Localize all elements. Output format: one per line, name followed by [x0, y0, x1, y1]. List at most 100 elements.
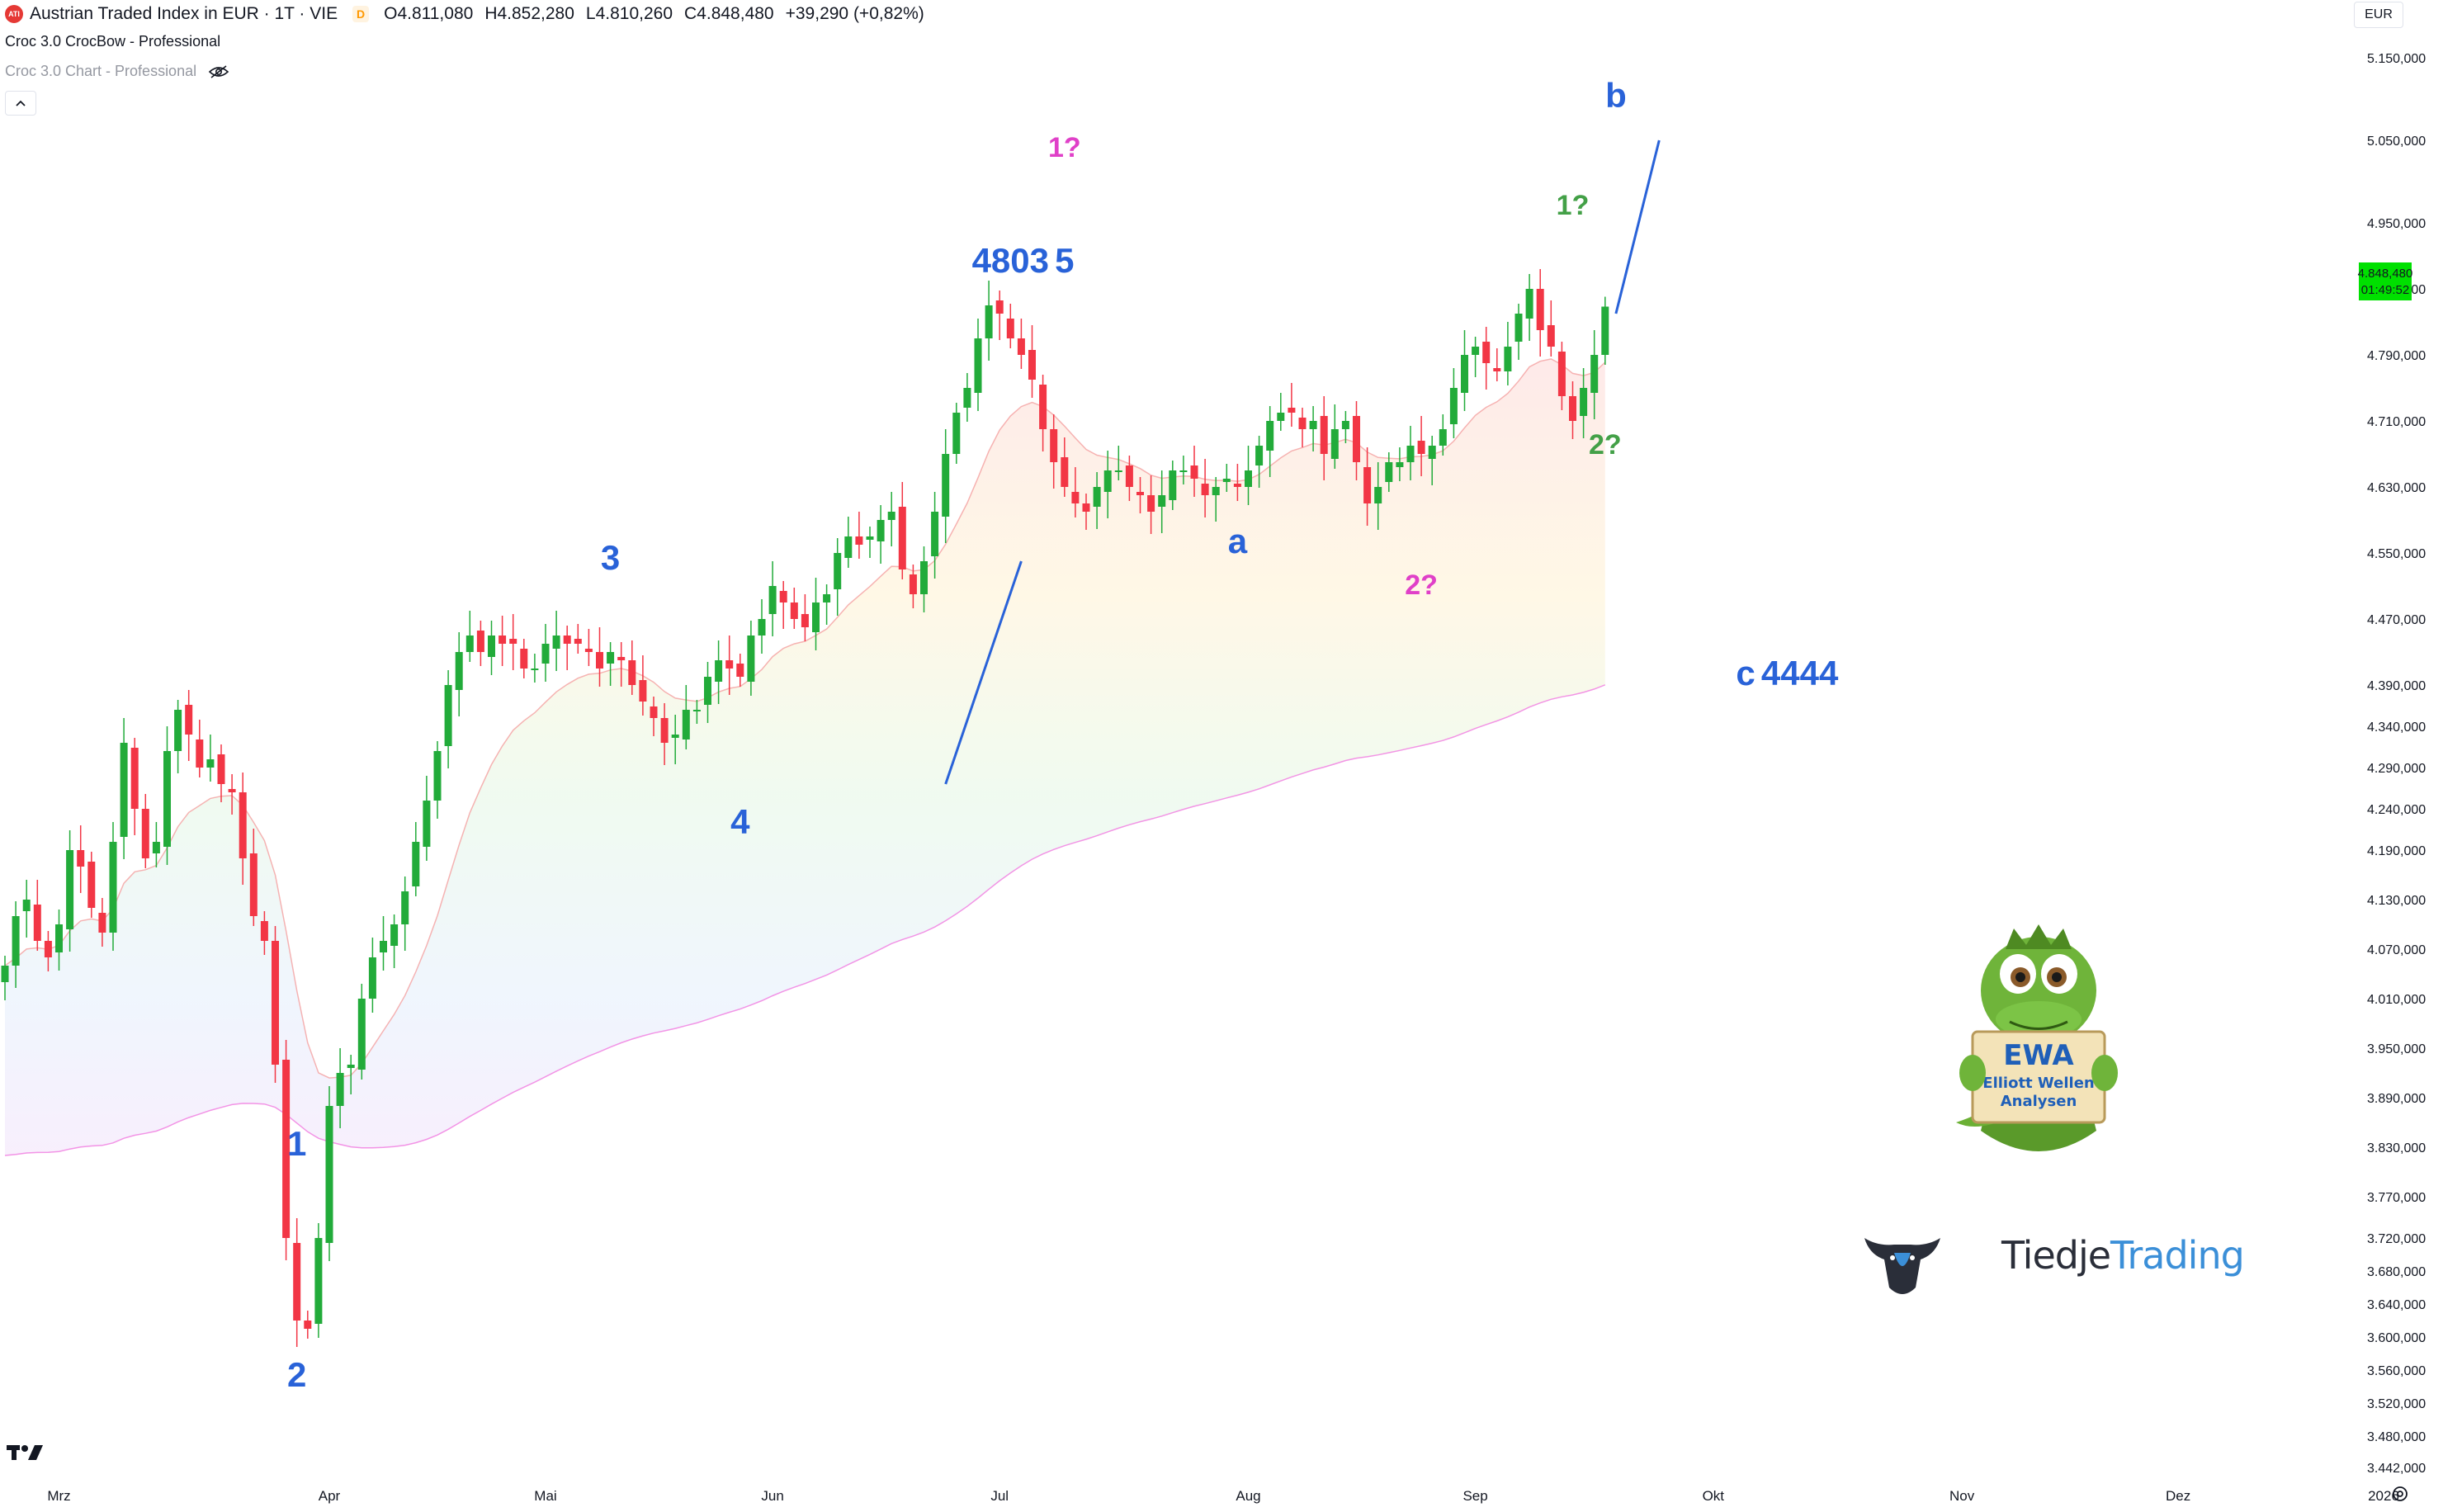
symbol-title[interactable]: Austrian Traded Index in EUR · 1T · VIE	[30, 4, 338, 23]
y-tick-label: 4.130,000	[2367, 894, 2426, 908]
candle	[1103, 451, 1112, 518]
candle-body	[325, 1106, 333, 1243]
candle-body	[1341, 421, 1349, 429]
candle-body	[790, 602, 798, 619]
symbol-row[interactable]: ATI Austrian Traded Index in EUR · 1T · …	[5, 3, 929, 25]
candle	[152, 822, 160, 867]
candle	[887, 492, 895, 546]
candle-body	[1536, 289, 1544, 330]
y-tick-label: 4.550,000	[2367, 547, 2426, 561]
candle	[1601, 296, 1609, 365]
symbol-logo-icon: ATI	[5, 5, 23, 23]
candle-body	[1050, 429, 1058, 462]
candle-body	[1396, 462, 1404, 467]
candle-body	[715, 660, 723, 682]
candle	[639, 655, 647, 716]
wave-label: b	[1605, 76, 1627, 115]
price-axis[interactable]: 5.150,0005.050,0004.950,0004.870,0004.79…	[2367, 52, 2426, 1476]
brand-name: TiedjeTrading	[2001, 1233, 2245, 1278]
candle	[509, 614, 517, 670]
candle-body	[671, 735, 679, 738]
candle-body	[898, 507, 906, 569]
y-tick-label: 3.770,000	[2367, 1191, 2426, 1205]
candle-body	[1461, 355, 1468, 393]
candle	[758, 599, 766, 654]
candle	[282, 1040, 291, 1260]
candle-body	[834, 553, 842, 589]
y-tick-label: 3.720,000	[2367, 1232, 2426, 1246]
candle	[22, 880, 31, 938]
candle	[1493, 348, 1501, 381]
indicator-crocbow[interactable]: Croc 3.0 CrocBow - Professional	[5, 33, 221, 50]
candle	[249, 829, 258, 926]
candle-body	[768, 586, 777, 614]
candle	[834, 538, 842, 616]
candle-body	[1028, 350, 1036, 380]
candle-body	[196, 739, 204, 768]
candle-body	[909, 574, 917, 594]
candle	[1482, 327, 1491, 390]
candle	[692, 700, 701, 724]
collapse-legend-button[interactable]	[5, 91, 36, 116]
indicator-croc-chart-label: Croc 3.0 Chart - Professional	[5, 63, 197, 79]
candle-body	[87, 862, 96, 908]
candle-body	[163, 751, 171, 847]
delayed-data-badge[interactable]: D	[352, 6, 370, 22]
time-axis[interactable]: Mrz Apr Mai Jun Jul Aug Sep Okt Nov Dez 2026	[47, 1488, 2399, 1504]
candle	[401, 876, 409, 951]
y-tick-label: 4.470,000	[2367, 613, 2426, 627]
candle-body	[887, 512, 895, 520]
x-tick-label: Mai	[534, 1488, 556, 1504]
candle-body	[1514, 314, 1523, 342]
candle	[1461, 330, 1468, 411]
candle	[1039, 375, 1047, 451]
gear-icon[interactable]	[2390, 1484, 2410, 1504]
candle	[1147, 475, 1155, 534]
candle	[98, 898, 106, 947]
candle	[120, 718, 128, 859]
candle	[1, 956, 9, 1000]
candle	[736, 654, 744, 687]
trend-lines	[944, 139, 1661, 785]
candle-body	[1363, 467, 1372, 503]
y-tick-label: 3.560,000	[2367, 1364, 2426, 1378]
candle	[465, 611, 474, 662]
candle	[293, 1218, 301, 1347]
wave-label: 4803	[972, 241, 1049, 280]
candle	[801, 594, 809, 641]
currency-button[interactable]: EUR	[2354, 2, 2403, 28]
candle	[87, 852, 96, 918]
eye-off-icon[interactable]	[208, 64, 229, 79]
candle-body	[531, 669, 539, 670]
candle	[499, 616, 507, 666]
candle	[617, 642, 626, 687]
candle-body	[465, 636, 474, 652]
candle	[1201, 459, 1209, 517]
x-tick-label: 2026	[2368, 1488, 2399, 1504]
candle	[1212, 477, 1220, 522]
candle	[1536, 269, 1544, 357]
candle-body	[963, 388, 971, 408]
candle	[704, 662, 711, 723]
svg-text:EWA: EWA	[2003, 1039, 2074, 1072]
candle	[671, 715, 679, 764]
candle	[488, 621, 495, 675]
candle	[1222, 464, 1231, 492]
candle	[423, 776, 431, 861]
candle-body	[1071, 492, 1080, 503]
candlestick-series	[1, 269, 1609, 1347]
candle	[1417, 416, 1425, 476]
candle-body	[985, 305, 993, 338]
tradingview-logo[interactable]	[7, 1443, 46, 1461]
ohlc-low: L4.810,260	[585, 4, 673, 23]
candle-body	[812, 602, 820, 632]
candle-body	[476, 631, 484, 652]
indicator-croc-chart[interactable]: Croc 3.0 Chart - Professional	[5, 63, 229, 80]
wave-label: a	[1228, 522, 1248, 560]
candle-body	[1158, 495, 1166, 507]
candle-body	[401, 891, 409, 924]
wave-label: 1?	[1048, 132, 1081, 163]
candle-body	[1428, 446, 1436, 459]
ohlc-open: O4.811,080	[384, 4, 474, 23]
